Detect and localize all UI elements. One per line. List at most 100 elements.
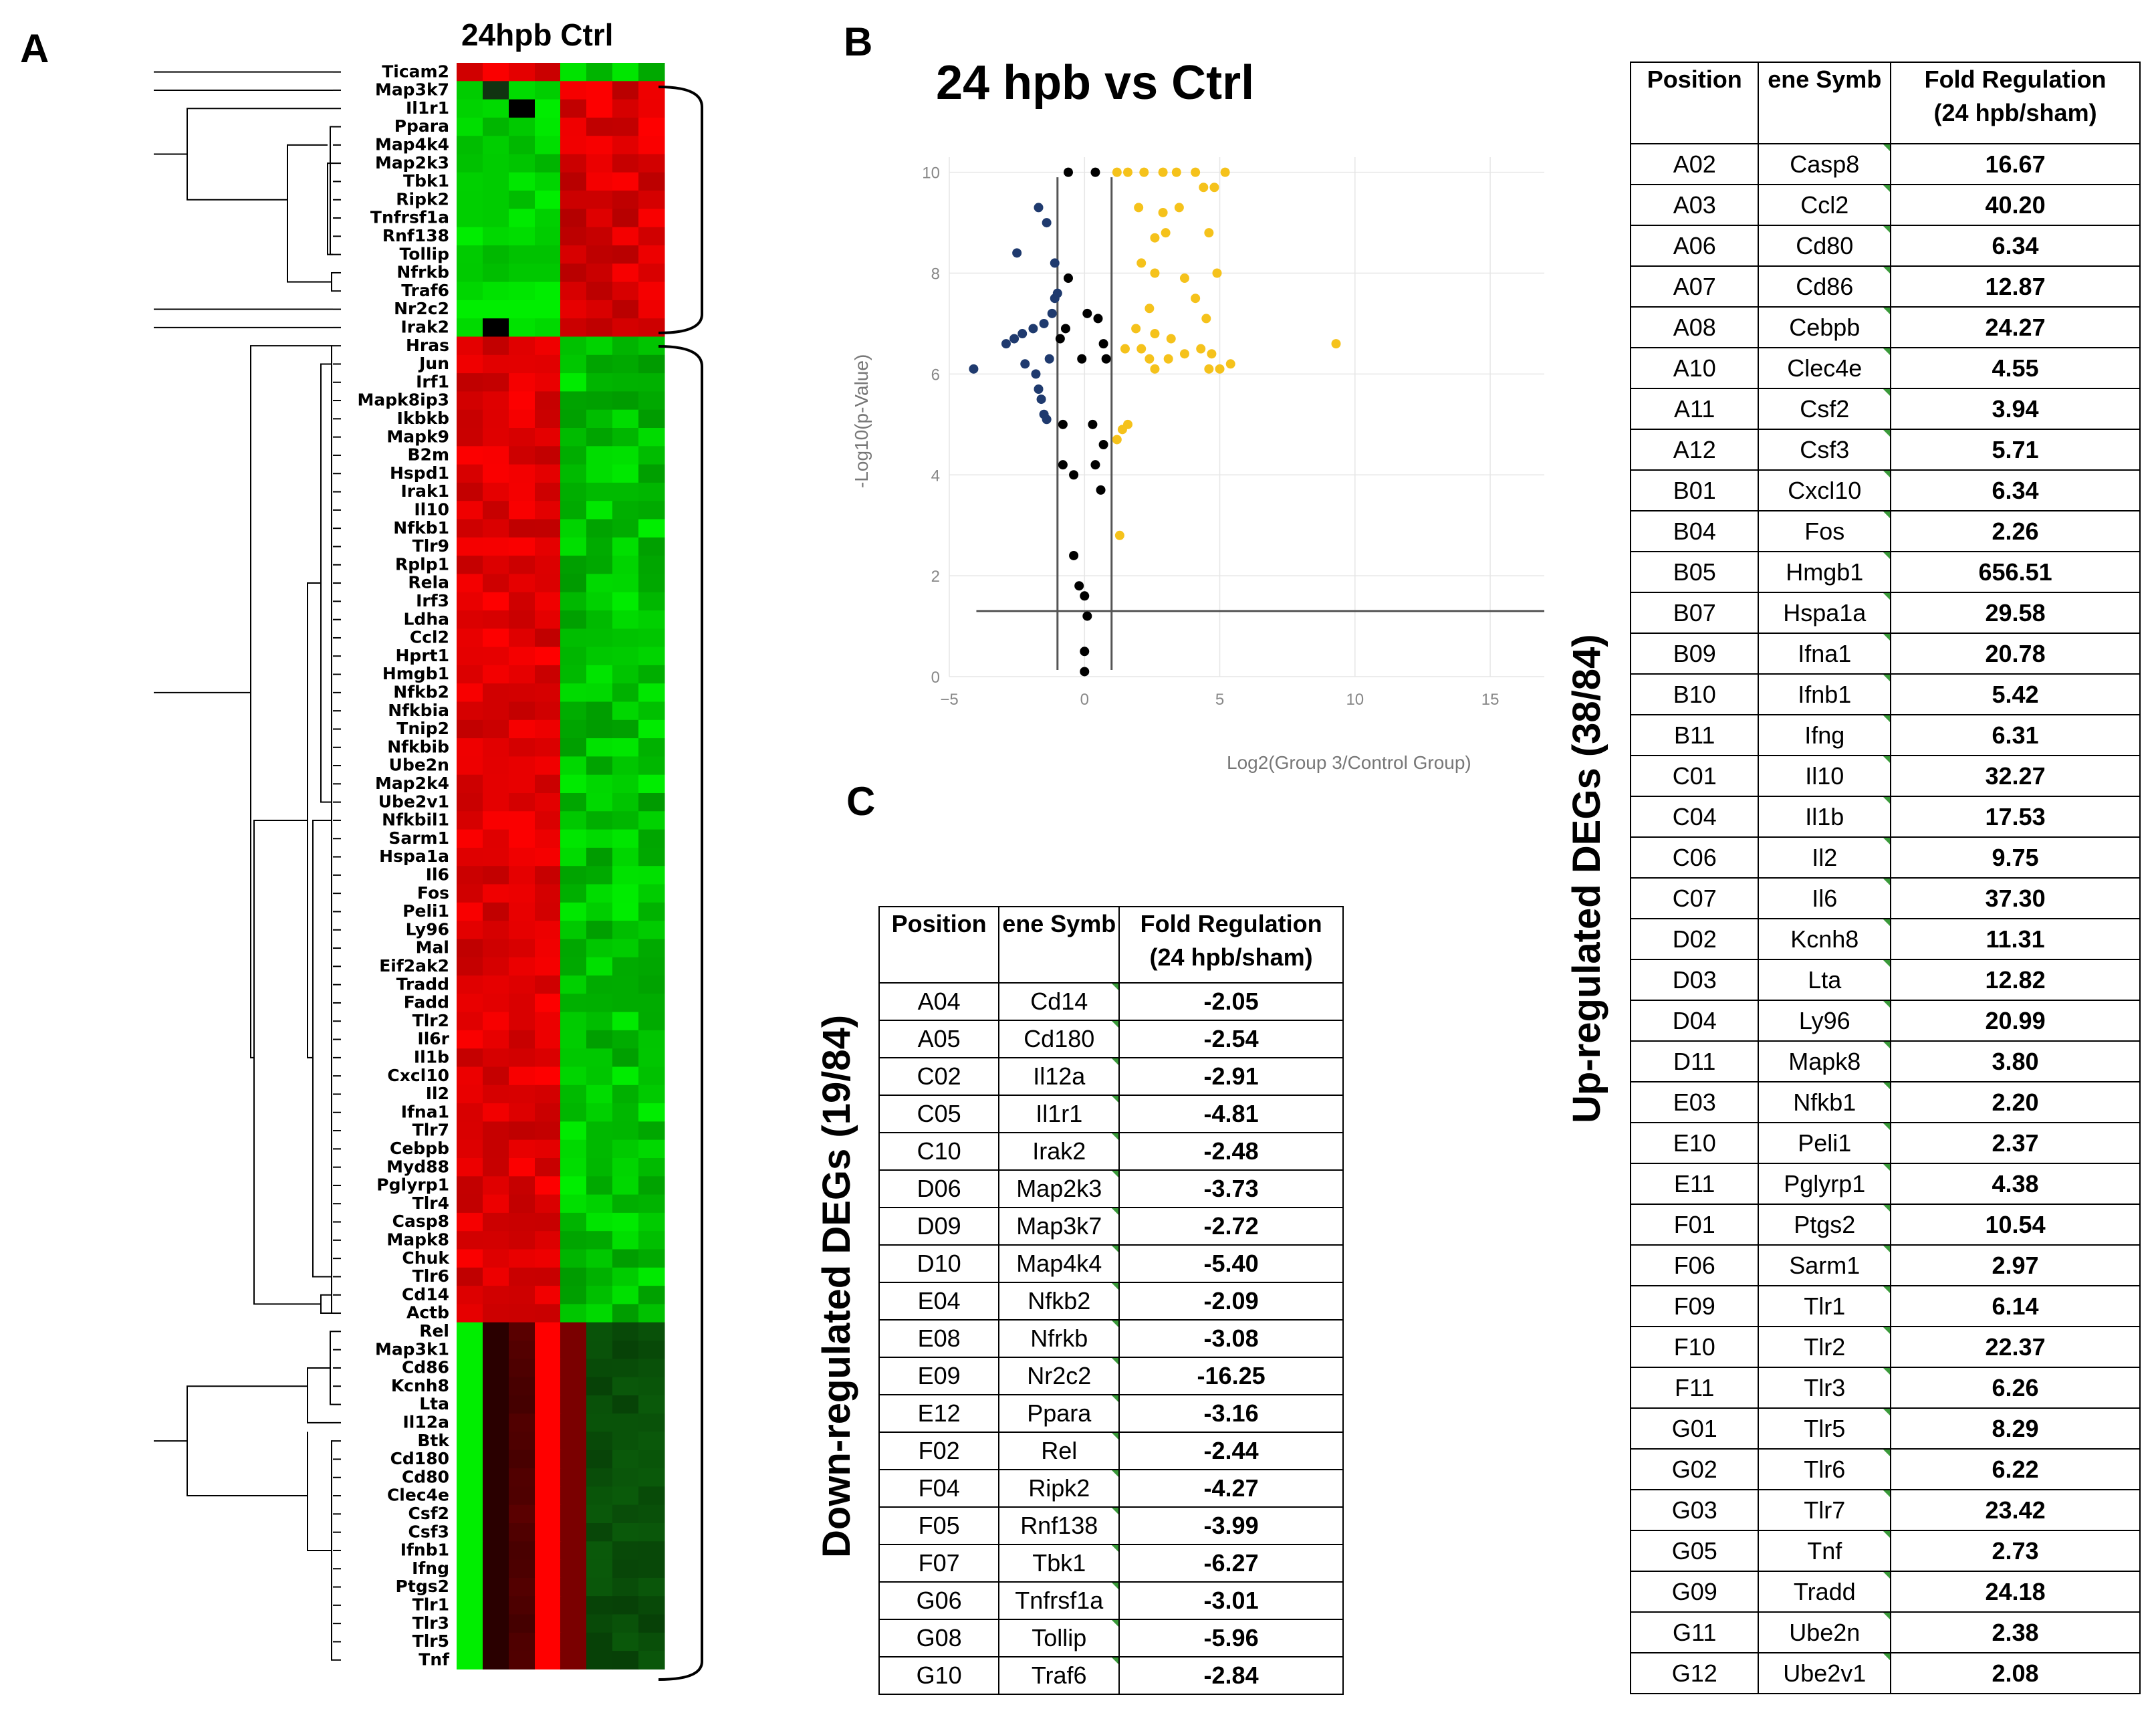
heatmap-cell (509, 281, 535, 301)
table-row: B10 Ifnb1 5.42 (1629, 673, 2141, 715)
heatmap-cell (586, 811, 613, 830)
heatmap-cell (483, 391, 509, 411)
heatmap-cell (560, 263, 587, 283)
heatmap-cell (509, 1249, 535, 1268)
cluster-bracket-bottom (658, 345, 703, 1681)
heatmap-cell (483, 482, 509, 501)
up-regulated-point (1225, 359, 1235, 369)
nonsignificant-point (1090, 167, 1100, 177)
heatmap-cell (560, 281, 587, 301)
heatmap-cell (612, 1486, 639, 1506)
heatmap-cell (535, 866, 562, 885)
table-row: G12 Ube2v1 2.08 (1629, 1652, 2141, 1694)
heatmap-cell (483, 1084, 509, 1104)
cell-position: G12 (1629, 1652, 1760, 1694)
heatmap-cell (560, 99, 587, 118)
gene-label: Cd14 (402, 1284, 449, 1304)
heatmap-cell (560, 610, 587, 629)
cell-position: B05 (1629, 551, 1760, 593)
heatmap-cell (535, 318, 562, 337)
heatmap-cell (509, 1194, 535, 1214)
nonsignificant-point (1058, 460, 1068, 470)
heatmap-cell (586, 592, 613, 611)
heatmap-cell (560, 464, 587, 483)
table-row: A07 Cd86 12.87 (1629, 265, 2141, 308)
heatmap-cell (509, 1212, 535, 1232)
heatmap-cell (638, 1286, 665, 1304)
heatmap-cell (457, 610, 483, 629)
table-row: C04 Il1b 17.53 (1629, 796, 2141, 838)
down-regulated-point (1028, 324, 1038, 334)
heatmap-cell (586, 574, 613, 593)
cell-position: C02 (878, 1057, 1000, 1096)
dendrogram-branch (187, 108, 333, 201)
heatmap-cell (586, 1030, 613, 1049)
heatmap-cell (586, 756, 613, 776)
heatmap-cell (612, 647, 639, 666)
cell-gene-symbol: Tlr5 (1758, 1407, 1892, 1450)
heatmap-cell (509, 811, 535, 830)
heatmap-cell (612, 1286, 639, 1304)
nonsignificant-point (1069, 470, 1079, 480)
cell-gene-symbol: Hmgb1 (1758, 551, 1892, 593)
heatmap-cell (457, 1194, 483, 1214)
heatmap-cell (586, 939, 613, 958)
cell-gene-symbol: Ifng (1758, 714, 1892, 756)
heatmap-cell (509, 1267, 535, 1286)
heatmap-cell (483, 519, 509, 538)
heatmap-cell (586, 281, 613, 301)
heatmap-cell (457, 1486, 483, 1506)
heatmap-cell (612, 1048, 639, 1067)
cell-position: F11 (1629, 1367, 1760, 1409)
heatmap-cell (483, 811, 509, 830)
heatmap-cell (509, 647, 535, 666)
heatmap-cell (612, 117, 639, 136)
gene-label: Myd88 (386, 1157, 449, 1176)
heatmap-cell (457, 1267, 483, 1286)
heatmap-cell (638, 1413, 665, 1432)
heatmap-cell (560, 1249, 587, 1268)
heatmap-cell (457, 683, 483, 702)
heatmap-cell (560, 1395, 587, 1414)
up-regulated-point (1150, 233, 1160, 243)
cell-fold-regulation: 6.31 (1890, 714, 2141, 756)
heatmap-cell (586, 1341, 613, 1359)
cell-gene-symbol: Il6 (1758, 877, 1892, 919)
cell-gene-symbol: Cd80 (1758, 225, 1892, 267)
heatmap-cell (612, 1341, 639, 1359)
heatmap-cell (509, 847, 535, 867)
x-tick-label: 5 (1215, 691, 1224, 709)
heatmap-cell (612, 829, 639, 848)
gene-label: Irak1 (400, 481, 449, 501)
heatmap-cell (560, 354, 587, 374)
heatmap-cell (509, 665, 535, 684)
heatmap-cell (535, 209, 562, 228)
heatmap-cell (483, 592, 509, 611)
heatmap-cell (586, 628, 613, 648)
cell-fold-regulation: -2.09 (1118, 1282, 1344, 1321)
gene-label: Cd80 (402, 1467, 449, 1486)
heatmap-cell (638, 1468, 665, 1487)
heatmap-cell (612, 1212, 639, 1232)
heatmap-cell (483, 1450, 509, 1469)
heatmap-cell (638, 1176, 665, 1195)
heatmap-cell (612, 1523, 639, 1542)
heatmap-cell (612, 1450, 639, 1469)
heatmap-cell (612, 1030, 639, 1049)
table-row: E09 Nr2c2 -16.25 (878, 1357, 1344, 1395)
heatmap-cell (509, 428, 535, 447)
down-regulated-point (1034, 384, 1044, 394)
heatmap-cell (535, 1577, 562, 1597)
heatmap-cell (560, 172, 587, 191)
cell-position: E09 (878, 1357, 1000, 1395)
heatmap-cell (457, 1431, 483, 1451)
heatmap-cell (560, 1286, 587, 1304)
heatmap-cell (586, 719, 613, 739)
heatmap-cell (457, 1304, 483, 1323)
cell-position: E11 (1629, 1163, 1760, 1205)
heatmap-cell (509, 683, 535, 702)
cell-fold-regulation: 17.53 (1890, 796, 2141, 838)
heatmap-cell (560, 1030, 587, 1049)
heatmap-cell (457, 884, 483, 903)
cell-position: F04 (878, 1469, 1000, 1508)
